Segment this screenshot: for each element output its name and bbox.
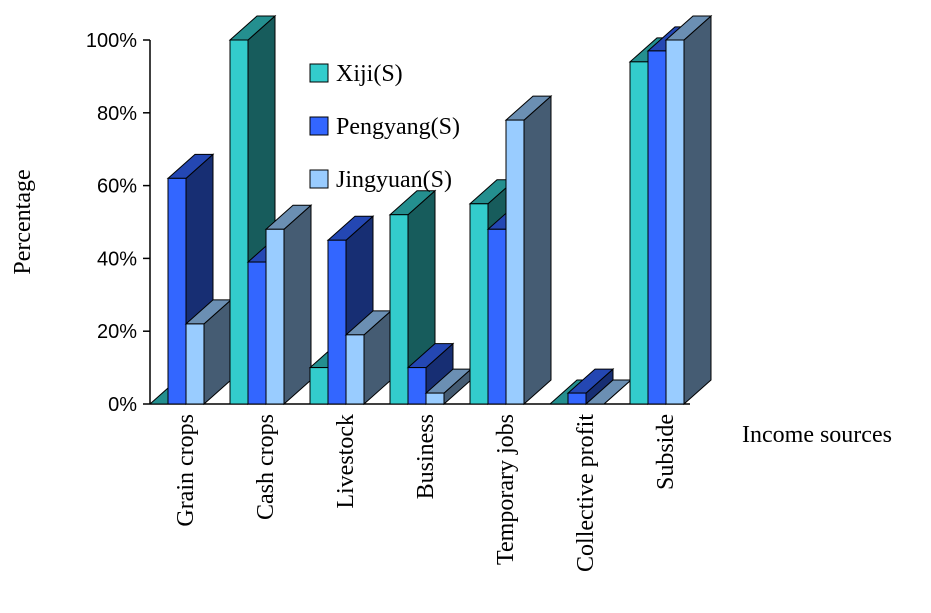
bar-front [505,119,525,405]
bar-front [567,392,587,405]
y-tick-label: 100% [86,30,137,52]
x-tick-label: Collective profit [573,414,599,572]
bar [664,14,713,406]
x-axis-label: Income sources [742,422,892,448]
y-axis-label: Percentage [10,169,36,274]
bar-front [629,61,649,405]
bar-side [523,94,552,406]
x-tick-label: Grain crops [173,414,199,527]
legend-swatch [309,63,329,83]
bar [504,94,553,406]
y-tick-label: 80% [97,103,137,125]
y-ticks: 0% 20% 40% 60% 80% 100% [86,30,150,416]
bar-front [345,334,365,405]
legend: Xiji(S) Pengyang(S) Jingyuan(S) [309,61,460,193]
bar-front [229,39,249,405]
legend-label: Jingyuan(S) [336,167,452,193]
legend-swatch [309,169,329,189]
legend-swatch [309,116,329,136]
y-tick-label: 0% [108,394,137,416]
x-tick-label: Cash crops [253,414,279,520]
bar-front [487,228,507,405]
bar-front [425,392,445,405]
y-tick-label: 60% [97,176,137,198]
bar-front [185,323,205,405]
x-tick-label: Temporary jobs [493,414,519,565]
bar [344,309,393,406]
bar-front [389,214,409,405]
bars [148,14,713,406]
bar-front [247,261,267,405]
bar-front [167,177,187,405]
bar-front [309,367,329,405]
bar-side [683,14,712,406]
bar [264,204,313,406]
bar-front [665,39,685,405]
legend-label: Xiji(S) [336,61,403,87]
y-tick-label: 20% [97,321,137,343]
bar-front [407,367,427,405]
bar-front [469,203,489,405]
x-tick-label: Business [413,414,439,499]
bar-front [327,239,347,405]
x-tick-labels: Grain crops Cash crops Livestock Business Te… [173,414,679,572]
bar-front [265,228,285,405]
x-tick-label: Subside [653,414,679,490]
bar-front [647,50,667,405]
bar-side [283,204,312,406]
legend-label: Pengyang(S) [336,114,460,140]
x-tick-label: Livestock [333,414,359,509]
y-tick-label: 40% [97,248,137,270]
